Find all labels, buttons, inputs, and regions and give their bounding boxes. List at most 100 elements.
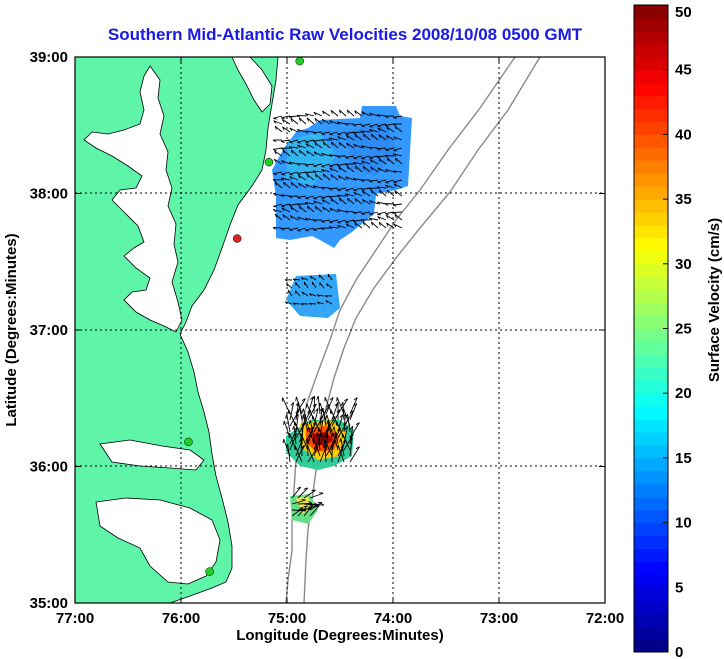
velocity-arrow-head (393, 223, 397, 228)
velocity-arrow-head (392, 170, 397, 174)
velocity-arrow-head (336, 195, 341, 198)
colorbar-swatch (634, 69, 668, 84)
velocity-arrow (309, 505, 320, 517)
colorbar-swatch (634, 95, 668, 110)
velocity-arrow (326, 283, 333, 289)
velocity-arrow-head (353, 191, 357, 196)
velocity-arrow (298, 149, 307, 157)
velocity-arrow-head (274, 126, 277, 130)
velocity-arrow-head (297, 144, 301, 149)
velocity-arrow-head (321, 133, 325, 136)
velocity-arrow (378, 134, 387, 141)
y-axis-label: Latitude (Degrees:Minutes) (3, 233, 20, 426)
x-axis: 77:00 76:00 75:00 74:00 73:00 72:00 (56, 57, 624, 627)
velocity-arrow (370, 189, 379, 197)
velocity-arrow-head (308, 302, 312, 306)
velocity-arrow-head (392, 204, 397, 207)
velocity-arrow (305, 218, 315, 221)
velocity-arrow-head (289, 141, 293, 144)
colorbar-swatch (634, 173, 668, 187)
velocity-arrow (309, 420, 315, 439)
velocity-arrow-head (309, 275, 312, 279)
velocity-arrow-head (360, 219, 365, 222)
velocity-arrow (315, 173, 323, 181)
colorbar-swatch (634, 522, 668, 537)
velocity-arrow-head (346, 109, 349, 114)
velocity-arrow-head (361, 198, 365, 203)
velocity-arrow (327, 273, 333, 281)
velocity-arrow (306, 150, 315, 157)
velocity-arrow (308, 302, 317, 305)
velocity-arrow-head (338, 166, 341, 171)
velocity-arrow (369, 123, 379, 127)
velocity-arrow-head (336, 121, 341, 125)
velocity-arrow-head (328, 188, 333, 191)
velocity-arrow-head (355, 422, 360, 426)
velocity-arrow (292, 302, 301, 305)
velocity-arrow-head (303, 487, 308, 490)
velocity-arrow (301, 426, 304, 445)
velocity-arrow (329, 219, 339, 223)
velocity-arrow (294, 445, 303, 463)
velocity-arrow-head (392, 123, 397, 127)
velocity-arrow-head (378, 189, 381, 194)
velocity-arrow-head (313, 197, 317, 200)
velocity-arrow-head (316, 301, 320, 305)
velocity-arrow-head (272, 179, 277, 182)
velocity-arrow-head (386, 157, 389, 162)
colorbar-swatch (634, 186, 668, 200)
velocity-arrow (329, 226, 339, 229)
velocity-arrow (352, 211, 363, 213)
velocity-arrow-head (384, 115, 389, 119)
velocity-arrow-head (314, 173, 317, 178)
velocity-arrow-head (394, 157, 397, 162)
velocity-arrow-head (385, 181, 389, 184)
velocity-arrow (376, 147, 387, 150)
velocity-arrow-head (306, 117, 309, 122)
velocity-arrow (300, 437, 303, 457)
velocity-arrow (394, 214, 403, 221)
velocity-arrow-head (301, 398, 306, 402)
velocity-arrow-head (339, 414, 344, 418)
velocity-arrow-head (285, 443, 289, 449)
velocity-arrow (370, 166, 379, 173)
velocity-arrow (342, 433, 351, 451)
velocity-arrow (343, 410, 355, 427)
velocity-arrow (289, 402, 294, 421)
velocity-arrow (289, 410, 300, 427)
velocity-arrow (354, 198, 363, 205)
velocity-arrow (289, 227, 299, 231)
velocity-arrow-head (289, 229, 293, 232)
velocity-arrow-head (289, 176, 293, 180)
velocity-arrow-head (281, 205, 285, 208)
velocity-arrow-head (274, 181, 277, 186)
velocity-arrow-head (368, 180, 373, 183)
velocity-arrow (273, 147, 283, 150)
velocity-arrow (285, 301, 293, 305)
velocity-arrow-head (297, 174, 301, 179)
velocity-arrow-head (361, 125, 365, 128)
velocity-region-middle (286, 274, 340, 318)
colorbar-swatch (634, 121, 668, 135)
velocity-arrow-head (349, 425, 354, 430)
colorbar-tick-label: 30 (675, 256, 692, 273)
station-marker (232, 234, 242, 243)
chart-title: Southern Mid-Atlantic Raw Velocities 200… (108, 25, 583, 44)
velocity-arrow-head (329, 120, 333, 124)
velocity-arrow (347, 197, 355, 205)
velocity-arrow-head (324, 431, 328, 436)
velocity-arrow-head (336, 155, 341, 159)
colorbar-swatch (634, 341, 668, 355)
velocity-arrow-head (361, 213, 365, 216)
radar-stations (184, 57, 304, 576)
velocity-arrow-head (290, 206, 293, 211)
velocity-arrow-head (329, 165, 333, 168)
velocity-arrow (289, 176, 299, 181)
velocity-arrow (377, 186, 387, 189)
colorbar-swatch (634, 574, 668, 588)
velocity-arrow (309, 293, 317, 297)
velocity-arrow-head (307, 426, 310, 431)
velocity-arrow (282, 119, 291, 125)
velocity-arrow-head (281, 119, 285, 123)
velocity-arrow-head (328, 226, 333, 230)
